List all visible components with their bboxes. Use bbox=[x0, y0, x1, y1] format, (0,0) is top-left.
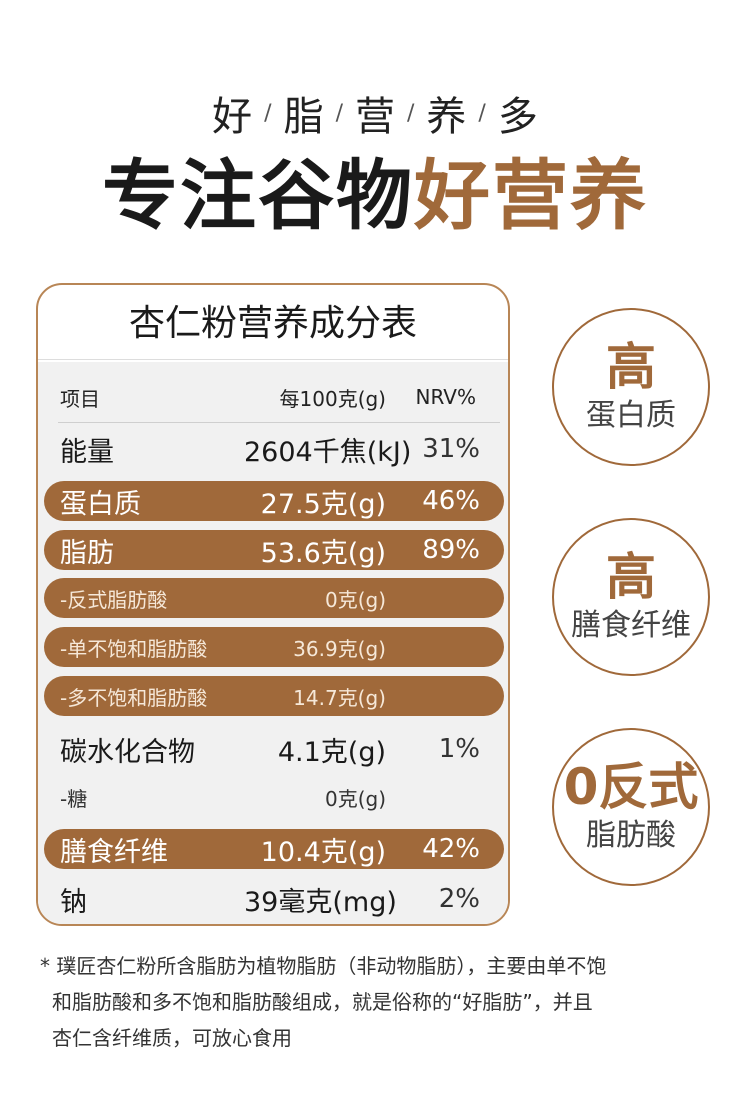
row-name: 膳食纤维 bbox=[60, 836, 168, 868]
table-row-protein: 蛋白质 27.5克(g) 46% bbox=[44, 481, 504, 521]
row-nrv: 89% bbox=[422, 535, 480, 565]
badge-title: 高 bbox=[606, 548, 656, 606]
row-nrv: 2% bbox=[438, 884, 480, 914]
row-value: 39毫克(mg) bbox=[244, 886, 397, 918]
row-name: -单不饱和脂肪酸 bbox=[60, 636, 208, 661]
footnote-line: 和脂肪酸和多不饱和脂肪酸组成，就是俗称的“好脂肪”，并且 bbox=[52, 990, 593, 1014]
table-row-mufa: -单不饱和脂肪酸 36.9克(g) bbox=[44, 627, 504, 667]
row-name: -多不饱和脂肪酸 bbox=[60, 685, 208, 710]
tagline-word: 多 bbox=[497, 94, 538, 140]
tagline-separator: / bbox=[264, 100, 272, 126]
row-value: 10.4克(g) bbox=[260, 836, 386, 868]
tagline-word: 养 bbox=[426, 94, 467, 140]
row-nrv: 1% bbox=[438, 734, 480, 764]
row-value: 0克(g) bbox=[324, 587, 386, 612]
row-name: -糖 bbox=[60, 786, 88, 811]
row-value: 14.7克(g) bbox=[293, 685, 386, 710]
row-name: -反式脂肪酸 bbox=[60, 587, 168, 612]
table-row-trans-fat: -反式脂肪酸 0克(g) bbox=[44, 578, 504, 618]
header-divider bbox=[58, 422, 500, 423]
row-name: 能量 bbox=[60, 436, 114, 468]
table-row-energy: 能量 2604千焦(kJ) 31% bbox=[44, 429, 504, 469]
tagline-word: 营 bbox=[355, 94, 395, 140]
footnote-line: * 璞匠杏仁粉所含脂肪为植物脂肪（非动物脂肪），主要由单不饱 bbox=[40, 954, 607, 978]
badge-high-protein: 高 蛋白质 bbox=[552, 308, 710, 466]
tagline-separator: / bbox=[478, 100, 486, 126]
header-per100: 每100克(g) bbox=[279, 386, 386, 411]
header-nrv: NRV% bbox=[415, 385, 476, 409]
table-header-row: 项目 每100克(g) NRV% bbox=[44, 377, 504, 417]
row-value: 4.1克(g) bbox=[277, 736, 386, 768]
headline-accent: 好营养 bbox=[414, 151, 648, 240]
row-nrv: 31% bbox=[422, 434, 480, 464]
table-row-dietary-fiber: 膳食纤维 10.4克(g) 42% bbox=[44, 829, 504, 869]
tagline-separator: / bbox=[335, 100, 343, 126]
row-value: 27.5克(g) bbox=[260, 488, 386, 520]
table-row-pufa: -多不饱和脂肪酸 14.7克(g) bbox=[44, 676, 504, 716]
row-name: 脂肪 bbox=[60, 537, 114, 569]
badge-subtitle: 膳食纤维 bbox=[571, 608, 691, 643]
badge-subtitle: 脂肪酸 bbox=[586, 818, 676, 853]
row-value: 0克(g) bbox=[324, 786, 386, 811]
row-name: 钠 bbox=[60, 886, 87, 918]
badge-title: 0反式 bbox=[563, 758, 699, 816]
table-row-sugar: -糖 0克(g) bbox=[44, 777, 504, 817]
row-nrv: 42% bbox=[422, 834, 480, 864]
table-row-sodium: 钠 39毫克(mg) 2% bbox=[44, 879, 504, 919]
table-row-fat: 脂肪 53.6克(g) 89% bbox=[44, 530, 504, 570]
badge-zero-trans-fat: 0反式 脂肪酸 bbox=[552, 728, 710, 886]
table-title: 杏仁粉营养成分表 bbox=[38, 285, 508, 360]
table-row-carbohydrate: 碳水化合物 4.1克(g) 1% bbox=[44, 729, 504, 769]
headline-dark: 专注谷物 bbox=[102, 151, 414, 240]
footnote: * 璞匠杏仁粉所含脂肪为植物脂肪（非动物脂肪），主要由单不饱 和脂肪酸和多不饱和… bbox=[40, 948, 720, 1056]
row-value: 2604千焦(kJ) bbox=[244, 436, 412, 468]
header-item: 项目 bbox=[60, 386, 100, 411]
badge-high-fiber: 高 膳食纤维 bbox=[552, 518, 710, 676]
badge-subtitle: 蛋白质 bbox=[586, 398, 676, 433]
nutrition-table: 杏仁粉营养成分表 项目 每100克(g) NRV% 能量 2604千焦(kJ) … bbox=[36, 283, 510, 926]
headline: 专注谷物好营养 bbox=[0, 148, 750, 244]
tagline-separator: / bbox=[407, 100, 415, 126]
row-name: 蛋白质 bbox=[60, 488, 141, 520]
tagline: 好 / 脂 / 营 / 养 / 多 bbox=[0, 84, 750, 142]
row-value: 36.9克(g) bbox=[293, 636, 386, 661]
row-nrv: 46% bbox=[422, 486, 480, 516]
row-name: 碳水化合物 bbox=[60, 736, 195, 768]
badge-title: 高 bbox=[606, 338, 656, 396]
footnote-line: 杏仁含纤维质，可放心食用 bbox=[52, 1026, 292, 1050]
tagline-word: 好 bbox=[212, 94, 253, 140]
row-value: 53.6克(g) bbox=[260, 537, 386, 569]
tagline-word: 脂 bbox=[283, 94, 324, 140]
